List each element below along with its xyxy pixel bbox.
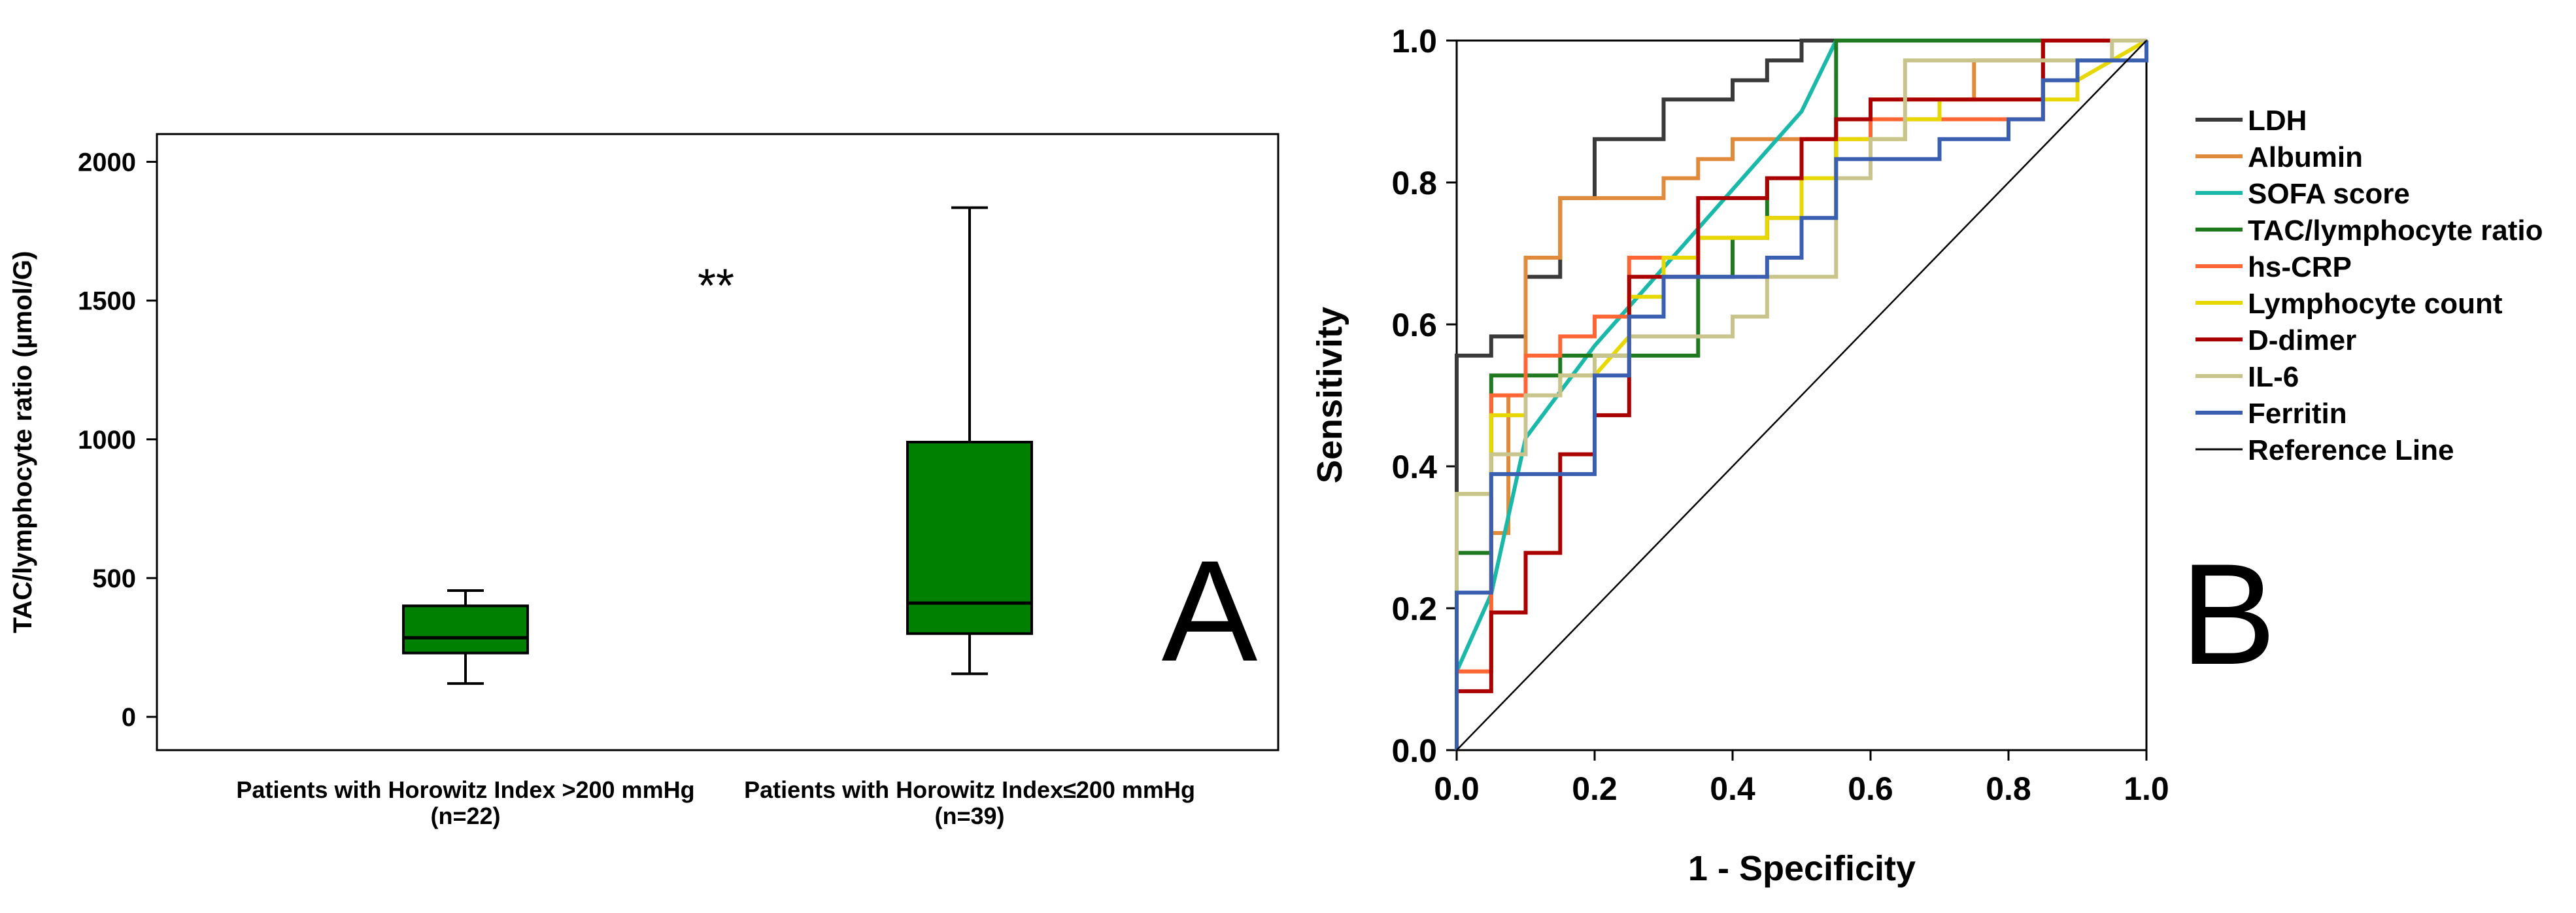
y-tick-label-a: 1500 <box>78 287 136 316</box>
y-tick-label-a: 2000 <box>78 148 136 177</box>
legend-label: hs-CRP <box>2248 251 2352 283</box>
legend-label: LDH <box>2248 105 2307 137</box>
x-tick-label-b: 1.0 <box>2124 770 2169 807</box>
y-tick-label-b: 0.0 <box>1391 732 1437 769</box>
x-axis-label-b: 1 - Specificity <box>1688 849 1916 888</box>
y-tick-label-b: 1.0 <box>1391 23 1437 60</box>
roc-curve-ferritin <box>1455 41 2148 750</box>
group-n-label: (n=22) <box>430 802 500 829</box>
legend-label: TAC/lymphocyte ratio <box>2248 215 2543 247</box>
iqr-box <box>906 441 1033 635</box>
y-tick-label-a: 0 <box>122 703 136 732</box>
x-tick-label-b: 0.8 <box>1986 770 2031 807</box>
x-tick-label-b: 0.0 <box>1434 770 1480 807</box>
group-label: Patients with Horowitz Index≤200 mmHg <box>744 776 1195 803</box>
x-tick-label-b: 0.4 <box>1710 770 1755 807</box>
x-tick-label-b: 0.2 <box>1572 770 1618 807</box>
panel-label-a: A <box>1162 530 1258 691</box>
y-tick-label-b: 0.4 <box>1391 449 1437 485</box>
y-tick-label-a: 1000 <box>78 426 136 455</box>
group-n-label: (n=39) <box>934 802 1004 829</box>
legend: LDH Albumin SOFA score TAC/lymphocyte ratio… <box>2195 105 2543 466</box>
panel-b-roc: 0.00.0 0.2 0.2 0.4 0.4 0.6 0.6 0.8 0.8 1.0 1.0 LDH… <box>1310 23 2543 888</box>
significance-marker: ** <box>698 260 734 312</box>
roc-curve-reference-line <box>1456 40 2147 751</box>
x-labels-a: Patients with Horowitz Index >200 mmHg(n… <box>236 776 1195 829</box>
axis-ticks-b: 0.00.0 0.2 0.2 0.4 0.4 0.6 0.6 0.8 0.8 1.0 1.0 <box>1391 23 2169 807</box>
y-tick-label-a: 500 <box>92 564 136 593</box>
legend-label: D-dimer <box>2248 324 2356 356</box>
x-tick-label-b: 0.6 <box>1848 770 1893 807</box>
y-tick-label-b: 0.8 <box>1391 165 1437 201</box>
roc-curve-ldh <box>1455 39 2146 750</box>
y-tick-label-b: 0.2 <box>1391 591 1437 627</box>
legend-label: Reference Line <box>2248 434 2454 466</box>
roc-curve-hs-crp <box>1455 39 2146 750</box>
roc-curves <box>1455 39 2148 751</box>
y-ticks-a: 0 500 1000 1500 2000 <box>78 148 157 732</box>
iqr-box <box>402 604 529 655</box>
roc-curve-il-6 <box>1455 39 2146 750</box>
y-axis-label-b: Sensitivity <box>1310 307 1349 483</box>
box-series <box>402 206 1033 685</box>
panel-label-b: B <box>2180 534 2277 695</box>
legend-label: Lymphocyte count <box>2248 288 2503 320</box>
legend-label: Ferritin <box>2248 398 2347 430</box>
legend-label: IL-6 <box>2248 361 2299 393</box>
group-label: Patients with Horowitz Index >200 mmHg <box>236 776 694 803</box>
panel-a-boxplot: 0 500 1000 1500 2000 Patients with Horowitz … <box>8 133 1280 829</box>
y-axis-label-a: TAC/lymphocyte ratio (µmol/G) <box>8 251 37 634</box>
y-tick-label-b: 0.6 <box>1391 307 1437 343</box>
legend-label: Albumin <box>2248 141 2363 173</box>
legend-label: SOFA score <box>2248 178 2410 210</box>
